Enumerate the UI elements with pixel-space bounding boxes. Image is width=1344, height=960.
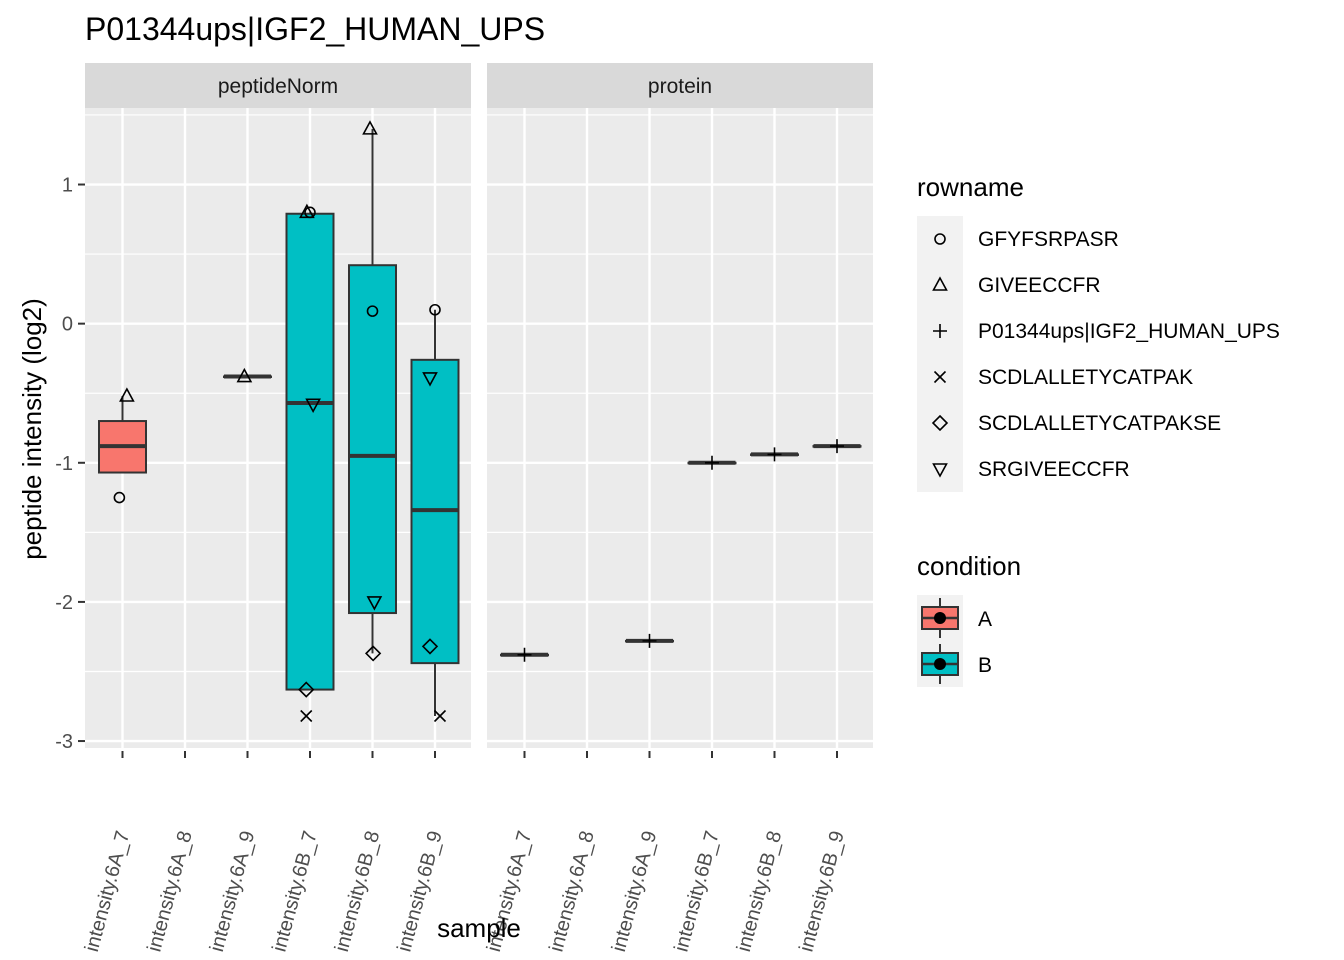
box-intensity.6B_7 (285, 212, 335, 691)
legend-condition-title: condition (917, 551, 1021, 581)
point-SRGIVEECCFR (422, 372, 438, 387)
x-tick-label: intensity.6B_9 (795, 829, 848, 955)
point-SCDLALLETYCATPAKSE (298, 681, 315, 698)
legend-label: B (978, 654, 992, 677)
legend-key-triangle-down (932, 463, 948, 478)
y-axis: -3 -2 -1 0 1 (55, 175, 85, 753)
legend-key-background (917, 216, 963, 492)
panel-background (487, 108, 873, 748)
y-tick-label: -3 (55, 731, 73, 753)
legend: rowname GFYFSRPASR GIVEECCFR P01344ups|IGF2… (917, 172, 1280, 687)
point-SCDLALLETYCATPAKSE (364, 645, 382, 662)
box-body (285, 212, 335, 691)
panel-strip-label: protein (648, 75, 712, 98)
panel-peptideNorm: peptideNorm (85, 63, 471, 748)
point-SRGIVEECCFR (305, 398, 321, 414)
legend-label: GIVEECCFR (978, 274, 1101, 297)
x-tick-label: intensity.6A_9 (206, 829, 259, 955)
legend-label: SCDLALLETYCATPAKSE (978, 412, 1221, 435)
legend-label: A (978, 608, 992, 631)
legend-point (934, 658, 946, 670)
point-SCDLALLETYCATPAK (433, 709, 447, 723)
point-SCDLALLETYCATPAKSE (421, 638, 439, 655)
legend-key-cross (933, 370, 947, 384)
legend-key-triangle-up (932, 276, 948, 291)
point-SCDLALLETYCATPAK (300, 709, 313, 723)
panel-strip (487, 63, 873, 108)
x-tick-label: intensity.6A_8 (545, 829, 598, 955)
box-intensity.6A_7 (98, 396, 147, 474)
point-GIVEECCFR (299, 203, 315, 219)
legend-point (934, 612, 946, 624)
panel-strip-label: peptideNorm (218, 75, 338, 98)
legend-label: SCDLALLETYCATPAK (978, 366, 1193, 389)
x-tick-label: intensity.6A_9 (608, 829, 661, 955)
panel-protein: protein (487, 63, 873, 748)
box-intensity.6B_8 (348, 128, 397, 654)
point-SRGIVEECCFR (366, 596, 383, 611)
point-GFYFSRPASR (113, 491, 126, 504)
chart-title: P01344ups|IGF2_HUMAN_UPS (85, 11, 545, 47)
point-GIVEECCFR (236, 367, 253, 383)
x-tick-label: intensity.6B_7 (670, 829, 723, 955)
point-P01344ups|IGF2_HUMAN_UPS (642, 633, 657, 648)
y-tick-label: -1 (55, 453, 73, 475)
point-P01344ups|IGF2_HUMAN_UPS (767, 447, 782, 462)
point-P01344ups|IGF2_HUMAN_UPS (705, 455, 719, 470)
point-GIVEECCFR (362, 120, 378, 135)
box-intensity.6B_9 (410, 309, 460, 716)
point-P01344ups|IGF2_HUMAN_UPS (517, 647, 532, 662)
legend-label: GFYFSRPASR (978, 228, 1119, 251)
y-tick-label: 0 (62, 314, 73, 336)
point-P01344ups|IGF2_HUMAN_UPS (830, 439, 844, 454)
panel-background (85, 108, 471, 748)
box-body (348, 264, 397, 615)
legend-label: P01344ups|IGF2_HUMAN_UPS (978, 320, 1280, 343)
y-tick-label: 1 (62, 175, 73, 197)
x-tick-label: intensity.6B_8 (733, 829, 786, 955)
point-GFYFSRPASR (366, 305, 379, 317)
panel-strip (85, 63, 471, 108)
legend-key-circle (934, 233, 946, 245)
legend-rowname-title: rowname (917, 172, 1024, 202)
x-tick-label: intensity.6A_7 (81, 829, 134, 955)
x-tick-label: intensity.6A_8 (143, 829, 196, 955)
x-tick-label: intensity.6B_8 (331, 829, 384, 955)
y-tick-label: -2 (55, 592, 73, 614)
point-GIVEECCFR (119, 387, 135, 402)
y-axis-title: peptide intensity (log2) (17, 298, 47, 560)
panels: peptideNorm protein (85, 63, 873, 748)
x-axis-title: sample (437, 913, 521, 943)
legend-label: SRGIVEECCFR (978, 458, 1130, 481)
legend-key-plus (933, 324, 947, 338)
point-GFYFSRPASR (429, 303, 441, 316)
legend-key-diamond (931, 414, 949, 432)
x-tick-label: intensity.6B_7 (268, 829, 321, 955)
